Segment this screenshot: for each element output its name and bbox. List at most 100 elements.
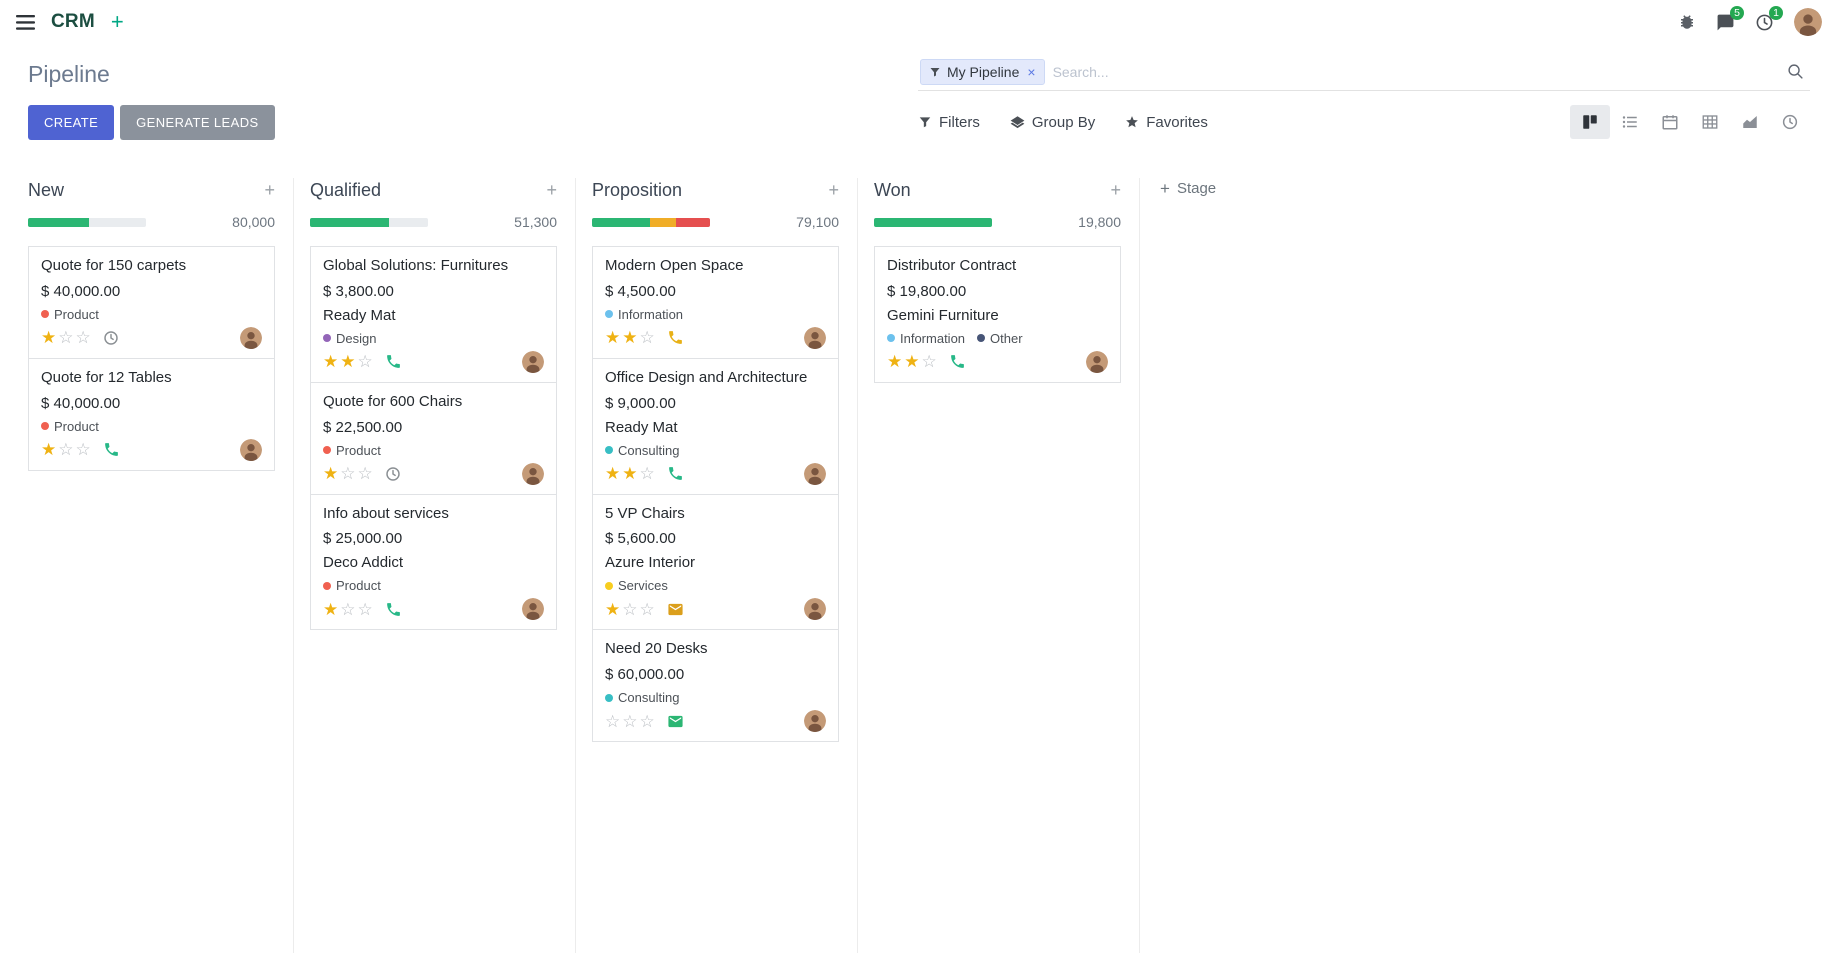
star-icon[interactable]: ★ [605, 599, 623, 619]
star-icon[interactable]: ☆ [357, 352, 375, 372]
star-icon[interactable]: ★ [904, 352, 922, 372]
apps-menu-button[interactable] [16, 14, 35, 30]
priority-stars[interactable]: ★ ☆ ☆ [323, 465, 375, 482]
search-facet[interactable]: My Pipeline × [920, 58, 1045, 85]
star-icon[interactable]: ☆ [340, 599, 358, 619]
tag-color-dot [323, 446, 331, 454]
filters-button[interactable]: Filters [918, 114, 980, 131]
view-list-button[interactable] [1610, 105, 1650, 139]
star-icon[interactable]: ☆ [639, 328, 657, 348]
kanban-card[interactable]: 5 VP Chairs $ 5,600.00 Azure Interior Servi… [592, 493, 839, 631]
star-icon[interactable]: ☆ [921, 352, 939, 372]
user-menu-button[interactable] [1794, 8, 1822, 36]
progress-segment[interactable] [675, 217, 710, 227]
star-icon[interactable]: ☆ [605, 711, 623, 731]
add-record-button[interactable]: + [1110, 180, 1121, 200]
kanban-card[interactable]: Distributor Contract $ 19,800.00 Gemini Fu… [874, 246, 1121, 383]
star-icon[interactable]: ☆ [357, 464, 375, 483]
debug-button[interactable] [1678, 13, 1696, 31]
clock-icon[interactable] [385, 466, 401, 482]
star-icon[interactable]: ☆ [340, 464, 358, 483]
kanban-card[interactable]: Info about services $ 25,000.00 Deco Addic… [310, 493, 557, 631]
star-icon[interactable]: ★ [323, 599, 341, 619]
kanban-card[interactable]: Quote for 150 carpets $ 40,000.00 Product ★… [28, 246, 275, 359]
mail-icon[interactable] [667, 601, 684, 618]
add-record-button[interactable]: + [828, 180, 839, 200]
star-icon[interactable]: ☆ [639, 599, 657, 619]
star-icon[interactable]: ★ [323, 352, 341, 372]
star-icon[interactable]: ☆ [622, 599, 640, 619]
star-icon[interactable]: ★ [41, 328, 59, 348]
favorites-button[interactable]: Favorites [1125, 114, 1208, 131]
group-by-button[interactable]: Group By [1010, 114, 1095, 131]
star-icon[interactable]: ★ [605, 464, 623, 483]
progress-segment[interactable] [28, 217, 90, 227]
messages-button[interactable]: 5 [1716, 5, 1744, 32]
star-icon[interactable]: ★ [605, 328, 623, 348]
progress-segment[interactable] [649, 217, 676, 227]
star-icon[interactable]: ☆ [639, 711, 657, 731]
column-progressbar[interactable] [592, 217, 710, 227]
view-graph-button[interactable] [1730, 105, 1770, 139]
star-icon[interactable]: ★ [41, 440, 59, 459]
phone-icon[interactable] [667, 465, 684, 482]
kanban-card[interactable]: Quote for 12 Tables $ 40,000.00 Product ★ ☆ ☆ [28, 357, 275, 471]
star-icon[interactable]: ☆ [75, 440, 93, 459]
star-icon[interactable]: ★ [340, 352, 358, 372]
phone-icon[interactable] [103, 441, 120, 458]
kanban-card[interactable]: Global Solutions: Furnitures $ 3,800.00 Re… [310, 246, 557, 383]
add-record-button[interactable]: + [546, 180, 557, 200]
view-activity-button[interactable] [1770, 105, 1810, 139]
priority-stars[interactable]: ☆ ☆ ☆ [605, 713, 657, 730]
activities-button[interactable]: 1 [1755, 5, 1783, 32]
kanban-card[interactable]: Modern Open Space $ 4,500.00 Information ★ ★… [592, 246, 839, 359]
clock-icon[interactable] [103, 330, 119, 346]
priority-stars[interactable]: ★ ☆ ☆ [323, 601, 375, 618]
card-tags: Consulting [605, 690, 826, 705]
priority-stars[interactable]: ★ ☆ ☆ [41, 441, 93, 458]
priority-stars[interactable]: ★ ☆ ☆ [605, 601, 657, 618]
star-icon[interactable]: ★ [622, 464, 640, 483]
column-progressbar[interactable] [874, 217, 992, 227]
view-kanban-button[interactable] [1570, 105, 1610, 139]
quick-add-button[interactable]: + [111, 11, 124, 33]
phone-icon[interactable] [385, 601, 402, 618]
add-stage-button[interactable]: + Stage [1160, 180, 1216, 197]
star-icon[interactable]: ★ [887, 352, 905, 372]
phone-icon[interactable] [949, 353, 966, 370]
phone-icon[interactable] [667, 329, 684, 346]
star-icon[interactable]: ☆ [75, 328, 93, 348]
app-name[interactable]: CRM [51, 11, 95, 32]
view-pivot-button[interactable] [1690, 105, 1730, 139]
priority-stars[interactable]: ★ ★ ☆ [887, 353, 939, 370]
star-icon[interactable]: ☆ [639, 464, 657, 483]
progress-segment[interactable] [592, 217, 650, 227]
star-icon[interactable]: ☆ [357, 599, 375, 619]
column-progressbar[interactable] [28, 217, 146, 227]
progress-segment[interactable] [874, 217, 992, 227]
generate-leads-button[interactable]: GENERATE LEADS [120, 104, 275, 140]
star-icon[interactable]: ☆ [622, 711, 640, 731]
search-bar[interactable]: My Pipeline × [918, 57, 1810, 91]
kanban-card[interactable]: Office Design and Architecture $ 9,000.00… [592, 357, 839, 495]
search-icon[interactable] [1787, 63, 1804, 80]
kanban-card[interactable]: Quote for 600 Chairs $ 22,500.00 Product ★ ☆… [310, 381, 557, 495]
add-record-button[interactable]: + [264, 180, 275, 200]
star-icon[interactable]: ★ [622, 328, 640, 348]
create-button[interactable]: CREATE [28, 104, 115, 140]
priority-stars[interactable]: ★ ☆ ☆ [41, 329, 93, 346]
phone-icon[interactable] [385, 353, 402, 370]
kanban-card[interactable]: Need 20 Desks $ 60,000.00 Consulting ☆ ☆ ☆ [592, 629, 839, 742]
view-calendar-button[interactable] [1650, 105, 1690, 139]
priority-stars[interactable]: ★ ★ ☆ [605, 465, 657, 482]
star-icon[interactable]: ★ [323, 464, 341, 483]
column-progressbar[interactable] [310, 217, 428, 227]
search-input[interactable] [1052, 63, 1779, 80]
star-icon[interactable]: ☆ [58, 328, 76, 348]
mail-icon[interactable] [667, 713, 684, 730]
progress-segment[interactable] [310, 217, 390, 227]
star-icon[interactable]: ☆ [58, 440, 76, 459]
priority-stars[interactable]: ★ ★ ☆ [323, 353, 375, 370]
remove-facet-icon[interactable]: × [1027, 63, 1036, 80]
priority-stars[interactable]: ★ ★ ☆ [605, 329, 657, 346]
